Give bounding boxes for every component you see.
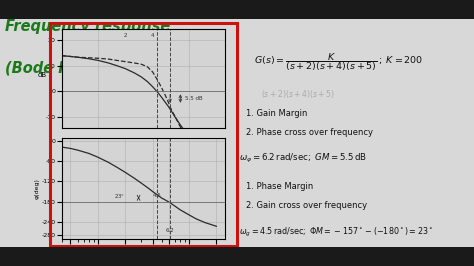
Text: 1. Phase Margin: 1. Phase Margin: [246, 182, 314, 191]
Text: 2. Phase cross over frequency: 2. Phase cross over frequency: [246, 128, 374, 137]
Text: 2: 2: [124, 33, 127, 38]
Text: $\omega_g=4.5\,\mathrm{rad/sec};\;\Phi M=-157^\circ-(-180^\circ)=23^\circ$: $\omega_g=4.5\,\mathrm{rad/sec};\;\Phi M…: [239, 226, 434, 239]
X-axis label: ω(rad/sec): ω(rad/sec): [126, 252, 161, 259]
Y-axis label: dB: dB: [38, 72, 47, 78]
Text: $(s+2)(s+4)(s+5)$: $(s+2)(s+4)(s+5)$: [261, 88, 335, 100]
Text: $23°$: $23°$: [114, 192, 125, 200]
Text: 6.2: 6.2: [165, 228, 174, 233]
Text: A unity-feedback system has open-loop transfer function: A unity-feedback system has open-loop tr…: [239, 13, 445, 19]
Text: 5.5 dB: 5.5 dB: [185, 96, 202, 101]
Y-axis label: φ(deg): φ(deg): [35, 178, 40, 199]
Text: 4.5: 4.5: [153, 193, 162, 198]
Text: (Bode Plot): (Bode Plot): [5, 61, 97, 76]
Text: $\omega_\varphi=6.2\,\mathrm{rad/sec};\;GM=5.5\,\mathrm{dB}$: $\omega_\varphi=6.2\,\mathrm{rad/sec};\;…: [239, 151, 367, 164]
Text: $G(s)=\dfrac{K}{(s+2)(s+4)(s+5)}$$\,;\;K=200$: $G(s)=\dfrac{K}{(s+2)(s+4)(s+5)}$$\,;\;K…: [254, 51, 423, 73]
Text: Frequency response: Frequency response: [5, 19, 170, 34]
Text: 1. Gain Margin: 1. Gain Margin: [246, 109, 308, 118]
Text: 4: 4: [151, 33, 155, 38]
Text: 2. Gain cross over frequency: 2. Gain cross over frequency: [246, 201, 368, 210]
